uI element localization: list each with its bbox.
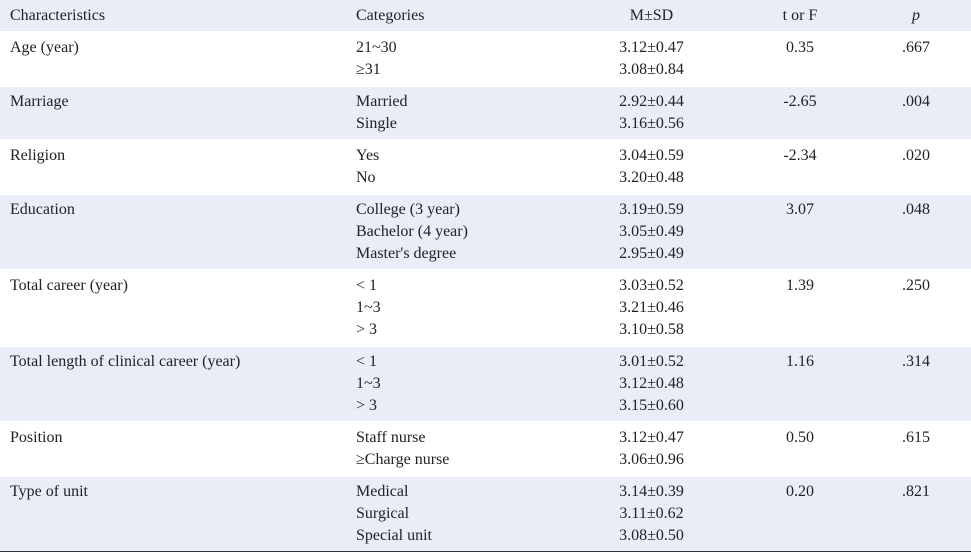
p-value-cell: .314 xyxy=(902,353,930,370)
msd-cell: 3.12±0.47 3.08±0.84 xyxy=(564,32,739,86)
category-label: ≥Charge nurse xyxy=(356,451,450,468)
msd-cell: 3.19±0.59 3.05±0.49 2.95±0.49 xyxy=(564,194,739,270)
header-characteristics: Characteristics xyxy=(10,7,106,24)
category-label: 1~3 xyxy=(356,299,381,316)
categories-cell: < 1 1~3 > 3 xyxy=(356,346,564,422)
msd-value: 2.92±0.44 xyxy=(619,93,684,110)
category-label: Surgical xyxy=(356,505,410,522)
category-label: < 1 xyxy=(356,353,378,370)
msd-cell: 3.14±0.39 3.11±0.62 3.08±0.50 xyxy=(564,476,739,552)
t-or-f-cell: 0.50 xyxy=(786,429,814,446)
msd-value: 2.95±0.49 xyxy=(619,245,684,262)
category-label: Master's degree xyxy=(356,245,457,262)
p-value-cell: .048 xyxy=(902,201,930,218)
p-value-cell: .821 xyxy=(902,483,930,500)
msd-cell: 3.01±0.52 3.12±0.48 3.15±0.60 xyxy=(564,346,739,422)
categories-cell: Married Single xyxy=(356,86,564,140)
category-label: Staff nurse xyxy=(356,429,426,446)
characteristic-cell: Total length of clinical career (year) xyxy=(10,353,241,370)
categories-cell: < 1 1~3 > 3 xyxy=(356,270,564,346)
table-row: Age (year) 21~30 ≥31 3.12±0.47 3.08±0.84 0.35… xyxy=(0,32,971,86)
msd-value: 3.21±0.46 xyxy=(619,299,684,316)
characteristic-cell: Age (year) xyxy=(10,39,79,56)
msd-value: 3.12±0.48 xyxy=(619,375,684,392)
category-label: College (3 year) xyxy=(356,201,460,218)
msd-value: 3.12±0.47 xyxy=(619,39,684,56)
category-label: Married xyxy=(356,93,408,110)
msd-value: 3.14±0.39 xyxy=(619,483,684,500)
table-row: Education College (3 year) Bachelor (4 yea… xyxy=(0,194,971,270)
characteristic-cell: Total career (year) xyxy=(10,277,128,294)
category-label: No xyxy=(356,169,376,186)
p-value-cell: .667 xyxy=(902,39,930,56)
msd-value: 3.08±0.50 xyxy=(619,527,684,544)
header-p: p xyxy=(912,7,920,24)
t-or-f-cell: -2.65 xyxy=(783,93,817,110)
msd-value: 3.11±0.62 xyxy=(619,505,684,522)
header-row: Characteristics Categories M±SD t or F p xyxy=(0,0,971,32)
p-value-cell: .250 xyxy=(902,277,930,294)
msd-value: 3.04±0.59 xyxy=(619,147,684,164)
msd-cell: 2.92±0.44 3.16±0.56 xyxy=(564,86,739,140)
msd-value: 3.19±0.59 xyxy=(619,201,684,218)
p-value-cell: .615 xyxy=(902,429,930,446)
msd-value: 3.05±0.49 xyxy=(619,223,684,240)
msd-value: 3.15±0.60 xyxy=(619,397,684,414)
category-label: > 3 xyxy=(356,321,378,338)
categories-cell: Yes No xyxy=(356,140,564,194)
table-row: Total career (year) < 1 1~3 > 3 3.03±0.52 3.2… xyxy=(0,270,971,346)
header-msd: M±SD xyxy=(629,7,674,24)
category-label: < 1 xyxy=(356,277,378,294)
characteristic-cell: Marriage xyxy=(10,93,69,110)
t-or-f-cell: 0.20 xyxy=(786,483,814,500)
category-label: Special unit xyxy=(356,527,432,544)
characteristic-cell: Position xyxy=(10,429,63,446)
characteristic-cell: Type of unit xyxy=(10,483,88,500)
msd-value: 3.20±0.48 xyxy=(619,169,684,186)
p-value-cell: .020 xyxy=(902,147,930,164)
msd-value: 3.16±0.56 xyxy=(619,115,684,132)
category-label: Medical xyxy=(356,483,409,500)
msd-cell: 3.03±0.52 3.21±0.46 3.10±0.58 xyxy=(564,270,739,346)
t-or-f-cell: 3.07 xyxy=(786,201,814,218)
header-t-or-f: t or F xyxy=(782,7,818,24)
category-label: Yes xyxy=(356,147,380,164)
msd-value: 3.03±0.52 xyxy=(619,277,684,294)
category-label: ≥31 xyxy=(356,61,381,78)
table-row: Religion Yes No 3.04±0.59 3.20±0.48 -2.34 .020 xyxy=(0,140,971,194)
msd-value: 3.06±0.96 xyxy=(619,451,684,468)
p-value-cell: .004 xyxy=(902,93,930,110)
t-or-f-cell: 1.16 xyxy=(786,353,814,370)
msd-cell: 3.12±0.47 3.06±0.96 xyxy=(564,422,739,476)
categories-cell: Staff nurse ≥Charge nurse xyxy=(356,422,564,476)
msd-value: 3.12±0.47 xyxy=(619,429,684,446)
categories-cell: Medical Surgical Special unit xyxy=(356,476,564,552)
characteristic-cell: Religion xyxy=(10,147,66,164)
category-label: 1~3 xyxy=(356,375,381,392)
t-or-f-cell: 0.35 xyxy=(786,39,814,56)
msd-value: 3.10±0.58 xyxy=(619,321,684,338)
table-row: Position Staff nurse ≥Charge nurse 3.12±0.4… xyxy=(0,422,971,476)
table-row: Marriage Married Single 2.92±0.44 3.16±0.56 -… xyxy=(0,86,971,140)
table-row: Total length of clinical career (year) < … xyxy=(0,346,971,422)
t-or-f-cell: -2.34 xyxy=(783,147,817,164)
category-label: Bachelor (4 year) xyxy=(356,223,468,240)
msd-value: 3.01±0.52 xyxy=(619,353,684,370)
category-label: 21~30 xyxy=(356,39,397,56)
categories-cell: 21~30 ≥31 xyxy=(356,32,564,86)
msd-cell: 3.04±0.59 3.20±0.48 xyxy=(564,140,739,194)
categories-cell: College (3 year) Bachelor (4 year) Master'… xyxy=(356,194,564,270)
msd-value: 3.08±0.84 xyxy=(619,61,684,78)
header-categories: Categories xyxy=(356,7,425,24)
table-row: Type of unit Medical Surgical Special unit 3… xyxy=(0,476,971,552)
category-label: > 3 xyxy=(356,397,378,414)
category-label: Single xyxy=(356,115,397,132)
characteristic-cell: Education xyxy=(10,201,75,218)
t-or-f-cell: 1.39 xyxy=(786,277,814,294)
